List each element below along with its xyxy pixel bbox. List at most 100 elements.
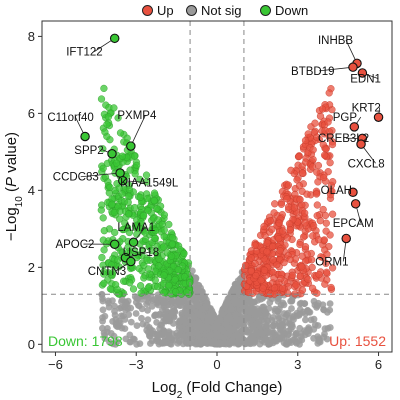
data-point xyxy=(314,178,322,186)
data-point xyxy=(286,226,294,234)
data-point xyxy=(142,235,150,243)
data-point xyxy=(168,308,176,316)
data-point xyxy=(295,152,303,161)
data-point xyxy=(286,255,294,264)
data-point xyxy=(118,190,126,198)
data-point xyxy=(249,325,257,333)
data-point xyxy=(257,329,264,336)
data-point xyxy=(185,337,192,344)
data-point xyxy=(251,338,259,346)
data-point xyxy=(108,200,116,208)
legend-label-up: Up xyxy=(157,3,174,18)
data-point xyxy=(285,327,292,335)
data-point xyxy=(160,271,168,279)
data-point xyxy=(160,211,169,219)
data-point xyxy=(100,84,108,93)
data-point xyxy=(144,265,153,273)
data-point xyxy=(301,219,309,227)
data-point xyxy=(172,288,180,296)
data-point xyxy=(311,119,319,127)
data-point xyxy=(329,178,337,186)
data-point xyxy=(204,318,211,325)
data-point xyxy=(143,321,151,329)
data-point xyxy=(107,261,116,269)
legend-label-down: Down xyxy=(275,3,309,18)
data-point xyxy=(103,120,111,129)
data-point xyxy=(121,325,129,332)
data-point xyxy=(293,176,301,184)
data-point xyxy=(148,303,156,310)
gene-label-usp18: USP18 xyxy=(123,247,159,259)
data-point xyxy=(286,220,294,228)
data-point xyxy=(322,145,330,153)
data-point xyxy=(100,246,108,254)
data-point xyxy=(327,191,335,199)
data-point xyxy=(214,332,222,340)
data-point xyxy=(142,171,151,179)
gene-point-edn1 xyxy=(357,68,368,78)
data-point xyxy=(133,322,141,329)
data-point xyxy=(304,275,312,283)
data-point xyxy=(168,234,176,242)
data-point xyxy=(298,263,306,271)
data-point xyxy=(252,272,260,280)
data-point xyxy=(317,253,325,261)
data-point xyxy=(165,220,173,229)
data-point xyxy=(116,319,124,327)
data-point xyxy=(283,311,291,318)
gene-label-ccdc83: CCDC83 xyxy=(53,172,99,184)
data-point xyxy=(160,243,168,251)
data-point xyxy=(307,316,315,324)
gene-label-inhbb: INHBB xyxy=(318,35,353,47)
data-point xyxy=(313,212,321,220)
data-point xyxy=(319,205,327,214)
data-point xyxy=(193,287,201,295)
data-point xyxy=(321,280,329,288)
data-point xyxy=(217,316,224,324)
data-point xyxy=(130,247,138,255)
data-point xyxy=(160,289,168,297)
data-point xyxy=(324,308,331,316)
data-point xyxy=(193,296,201,304)
data-point xyxy=(99,214,107,222)
data-point xyxy=(186,303,193,311)
data-point xyxy=(266,340,274,348)
data-point xyxy=(288,271,297,279)
data-point xyxy=(118,296,126,304)
gene-point-pxmp4 xyxy=(126,141,136,151)
data-point xyxy=(266,217,274,225)
gene-label-kiaa1549l: KIAA1549L xyxy=(120,178,179,190)
data-point xyxy=(155,255,163,263)
data-point xyxy=(154,216,162,224)
data-point xyxy=(126,166,134,174)
data-point xyxy=(112,340,119,348)
data-point xyxy=(118,152,127,160)
data-point xyxy=(323,250,331,258)
gene-point-cxcl8 xyxy=(356,139,366,149)
data-point xyxy=(276,325,284,333)
data-point xyxy=(111,281,120,289)
gene-point-lama1 xyxy=(128,237,139,248)
data-point xyxy=(238,306,246,313)
data-point xyxy=(106,183,114,191)
data-point xyxy=(225,324,233,332)
data-point xyxy=(326,159,334,167)
data-point xyxy=(192,329,200,337)
data-point xyxy=(322,227,330,235)
data-point xyxy=(301,136,310,145)
data-point xyxy=(329,264,337,272)
data-point xyxy=(302,316,309,324)
data-point xyxy=(180,249,188,258)
data-point xyxy=(111,228,119,237)
data-point xyxy=(275,235,283,243)
data-point xyxy=(101,312,109,320)
data-point xyxy=(321,211,330,220)
data-point xyxy=(313,168,321,176)
data-point xyxy=(202,323,210,331)
data-point xyxy=(318,105,327,113)
gene-point-kiaa1549l xyxy=(118,175,128,186)
gene-label-lama1: LAMA1 xyxy=(117,222,155,234)
data-point xyxy=(158,339,166,347)
data-point xyxy=(120,277,128,285)
data-point xyxy=(269,242,277,251)
